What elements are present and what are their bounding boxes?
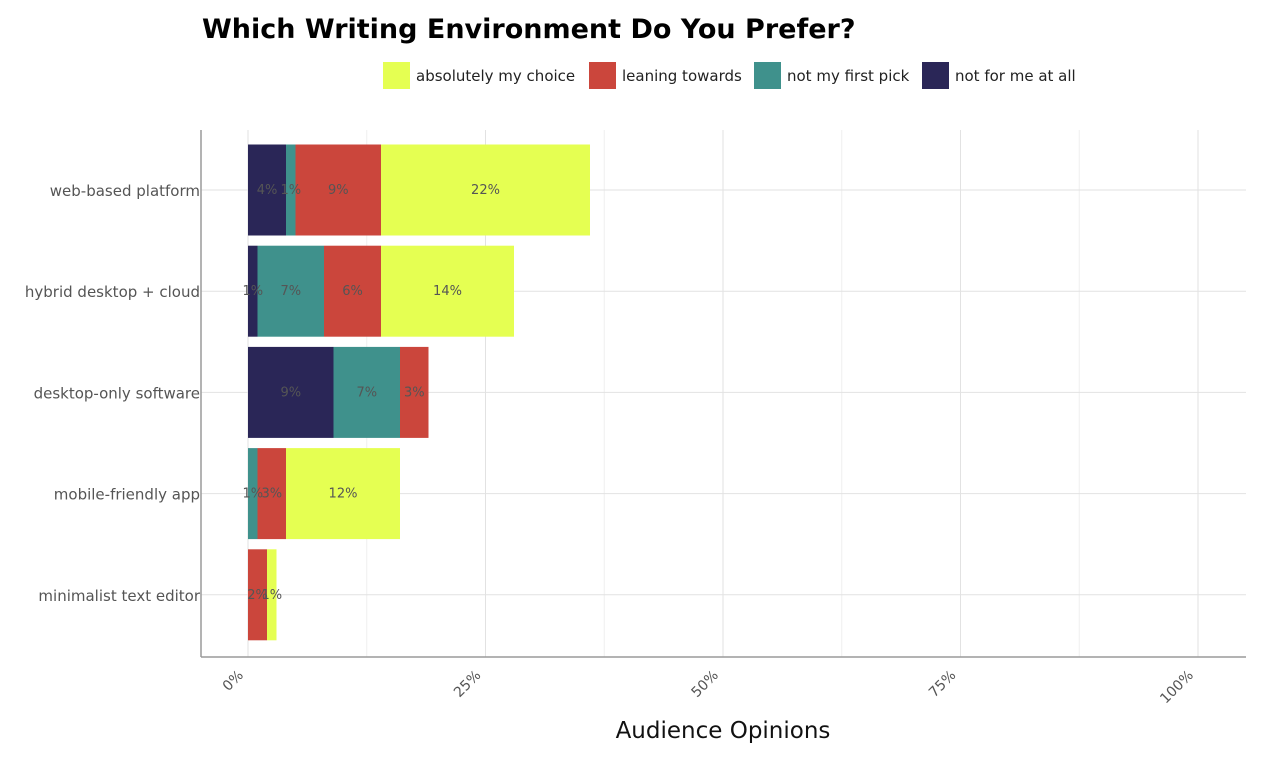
bar-value-label: 9% [328,183,349,198]
bar-segment [257,448,286,540]
x-tick-label: 50% [689,668,722,701]
bar-segment [400,346,429,438]
axes [200,130,1246,658]
category-labels: web-based platform hybrid desktop + cloud… [25,182,201,605]
bar-value-label: 7% [280,284,301,299]
legend-swatch [383,62,410,89]
bar-segment [286,448,400,540]
bar-value-label: 1% [242,284,263,299]
bar-value-label: 6% [342,284,363,299]
bar-segment [333,346,400,438]
bar-segment [286,144,296,236]
legend-swatch [922,62,949,89]
legend-label: not for me at all [955,67,1076,85]
x-tick-label: 75% [926,668,959,701]
chart-title: Which Writing Environment Do You Prefer? [202,14,856,45]
legend-swatch [754,62,781,89]
bar-value-label: 3% [261,487,282,502]
bar-value-label: 1% [261,588,282,603]
legend-swatch [589,62,616,89]
x-tick-label: 100% [1157,668,1197,708]
x-tick-labels: 0% 25% 50% 75% 100% [220,668,1197,708]
x-axis-title: Audience Opinions [616,718,831,744]
category-label: mobile-friendly app [54,486,200,504]
bar-segment [248,448,258,540]
bar-segment [295,144,381,236]
bar-segment [267,549,277,641]
bar-segment [248,346,334,438]
bar-value-label: 22% [471,183,500,198]
category-label: desktop-only software [34,384,200,402]
legend: absolutely my choice leaning towards not m… [383,62,1076,89]
category-label: minimalist text editor [38,587,200,605]
bar-segment [324,245,381,337]
bars: 4% 1% 9% 22%1% 7% 6% 14%9% 7% 3%1%3% 12%2%1% [242,144,590,641]
bar-value-label: 7% [356,385,377,400]
legend-label: absolutely my choice [416,67,575,85]
bar-value-label: 1% [280,183,301,198]
bar-segment [257,245,324,337]
bar-value-label: 4% [257,183,278,198]
x-tick-label: 0% [220,668,247,695]
bar-segment [248,549,267,641]
legend-label: not my first pick [787,67,910,85]
bar-segment [381,245,514,337]
category-label: web-based platform [50,182,200,200]
bar-value-label: 2% [247,588,268,603]
bar-value-label: 3% [404,385,425,400]
bar-value-label: 12% [329,487,358,502]
category-label: hybrid desktop + cloud [25,283,200,301]
x-tick-label: 25% [451,668,484,701]
bar-value-label: 9% [280,385,301,400]
bar-segment [248,245,258,337]
bar-segment [248,144,286,236]
bar-segment [381,144,590,236]
bar-value-label: 14% [433,284,462,299]
bar-value-label: 1% [242,487,263,502]
legend-label: leaning towards [622,67,742,85]
